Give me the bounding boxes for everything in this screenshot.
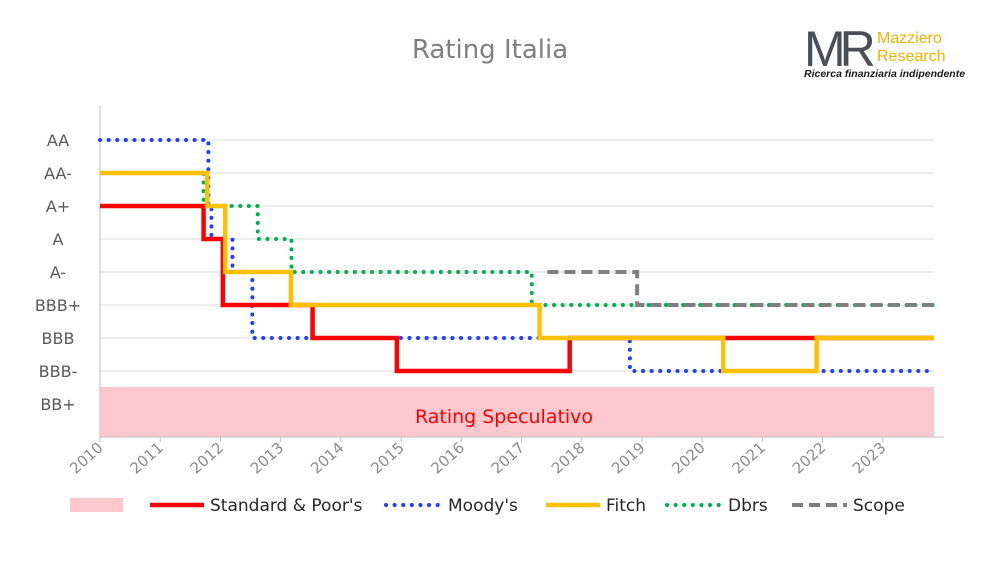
x-tick-label: 2017 bbox=[488, 439, 528, 478]
x-tick-label: 2020 bbox=[668, 439, 708, 478]
speculative-band-rect bbox=[100, 387, 934, 437]
series-line-scope bbox=[547, 270, 934, 307]
y-tick-label: A bbox=[53, 230, 64, 249]
x-tick-label: 2014 bbox=[307, 439, 347, 478]
legend-label: Standard & Poor's bbox=[210, 496, 363, 516]
legend-label: Dbrs bbox=[728, 496, 768, 516]
x-tick-label: 2015 bbox=[367, 439, 407, 478]
legend: Standard & Poor's Moody's Fitch Dbrs Scope bbox=[70, 496, 905, 516]
x-tick-label: 2016 bbox=[428, 439, 468, 478]
y-tick-label: A- bbox=[50, 263, 66, 282]
logo: MR Mazziero Research Ricerca finanziaria… bbox=[804, 21, 965, 80]
logo-name-line1: Mazziero bbox=[877, 30, 942, 47]
x-tick-label: 2023 bbox=[849, 439, 889, 478]
series-line-fitch bbox=[100, 170, 934, 374]
y-tick-label: BB+ bbox=[40, 395, 75, 414]
chart-title: Rating Italia bbox=[412, 35, 568, 65]
series-line-standard-poor-s bbox=[100, 203, 934, 374]
x-tick-label: 2021 bbox=[729, 439, 769, 478]
legend-swatch-speculative bbox=[70, 498, 123, 512]
y-tick-label: BBB- bbox=[39, 362, 78, 381]
x-tick-label: 2011 bbox=[126, 439, 166, 478]
y-tick-label: A+ bbox=[46, 197, 70, 216]
y-tick-label: AA bbox=[47, 131, 69, 150]
logo-tagline: Ricerca finanziaria indipendente bbox=[804, 68, 965, 80]
x-tick-label: 2022 bbox=[789, 439, 829, 478]
legend-label: Scope bbox=[853, 496, 905, 516]
legend-label: Moody's bbox=[448, 496, 518, 516]
x-tick-label: 2010 bbox=[66, 439, 106, 478]
y-tick-label: BBB bbox=[42, 329, 75, 348]
speculative-band: Rating Speculativo bbox=[100, 387, 934, 437]
logo-name-line2: Research bbox=[877, 48, 945, 65]
x-tick-label: 2019 bbox=[608, 439, 648, 478]
y-tick-label: AA- bbox=[44, 164, 72, 183]
series-line-dbrs bbox=[159, 171, 936, 307]
x-tick-label: 2013 bbox=[247, 439, 287, 478]
x-tick-label: 2018 bbox=[548, 439, 588, 478]
speculative-band-label: Rating Speculativo bbox=[415, 406, 593, 428]
y-tick-label: BBB+ bbox=[35, 296, 81, 315]
logo-mark: MR bbox=[804, 21, 874, 77]
x-tick-label: 2012 bbox=[187, 439, 227, 478]
legend-label: Fitch bbox=[606, 496, 646, 516]
series bbox=[98, 138, 936, 374]
